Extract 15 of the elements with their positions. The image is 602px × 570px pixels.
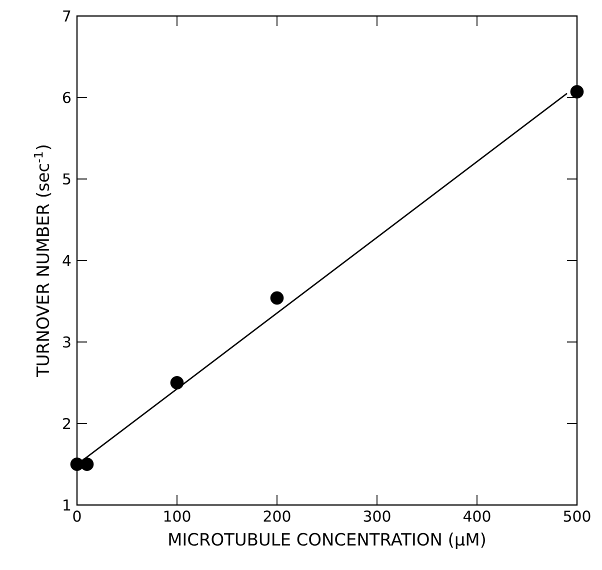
- y-tick-label: 7: [63, 10, 70, 22]
- y-tick-label: 2: [63, 418, 70, 430]
- x-tick-label: 100: [164, 510, 190, 522]
- y-tick-label: 3: [63, 336, 70, 348]
- y-tick-label: 6: [63, 92, 71, 104]
- x-tick-label: 300: [364, 510, 390, 522]
- y-tick-label: 1: [64, 500, 70, 510]
- y-axis-title: TURNOVER NUMBER (sec$^{-1}$): [34, 146, 52, 377]
- x-tick-label: 500: [564, 510, 590, 522]
- x-tick-label: 400: [463, 510, 490, 522]
- x-axis-title: MICROTUBULE CONCENTRATION (μM): [169, 532, 485, 550]
- x-tick-label: 200: [264, 510, 290, 522]
- y-tick-label: 5: [63, 173, 70, 185]
- y-tick-label: 4: [62, 255, 71, 266]
- x-tick-label: 0: [73, 510, 81, 522]
